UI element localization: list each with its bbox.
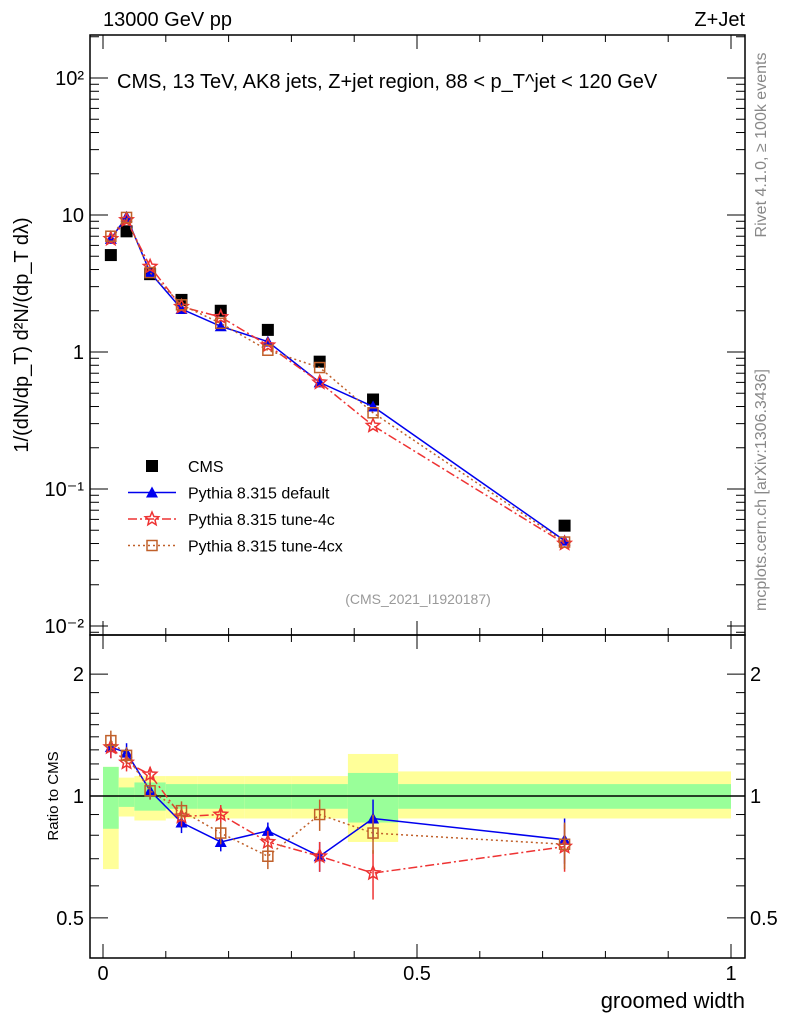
ratio-point-tune4cx [215,827,227,839]
main-point-tune4cx [120,211,133,224]
ratio-point-tune4c [311,847,329,864]
header-left: 13000 GeV pp [103,9,232,31]
main-point-tune4cx [105,230,117,242]
legend-marker-cms [146,460,158,472]
header-right: Z+Jet [694,9,745,31]
stat-uncertainty-band [118,787,135,807]
legend-label-tune4c: Pythia 8.315 tune-4c [188,512,335,529]
ratio-point-tune4cx [262,850,274,862]
ratio-point-tune4cx [120,749,133,762]
ratio-tick-label-right: 1 [750,786,761,808]
ratio-point-tune4cx [175,804,188,817]
main-point-tune4c [141,257,159,274]
main-point-tune4c [364,416,382,433]
ratio-tick-label-right: 2 [750,664,761,686]
plot-title: CMS, 13 TeV, AK8 jets, Z+jet region, 88 … [117,71,658,93]
x-tick-label: 0.5 [403,963,431,985]
legend-label-cms: CMS [188,459,224,476]
legend-marker-tune4c [143,510,161,527]
main-point-cms [313,355,326,368]
ratio-point-tune4c [141,765,159,782]
main-point-default [120,210,133,222]
main-point-tune4cx [144,266,156,279]
main-point-tune4c [212,308,230,325]
legend-marker-tune4cx [146,539,158,552]
x-tick-label: 1 [725,963,736,985]
main-y-axis-label: 1/(dN/dp_T) d²N/(dp_T dλ) [11,217,33,452]
y-tick-label: 1 [73,342,84,364]
main-line-default [110,215,566,542]
rivet-version-label: Rivet 4.1.0, ≥ 100k events [753,53,770,238]
main-point-tune4cx [313,361,326,374]
main-line-tune4c [110,218,565,545]
y-tick-label: 10⁻¹ [45,479,85,501]
analysis-id: (CMS_2021_I1920187) [345,591,491,607]
ratio-point-tune4cx [105,734,117,747]
main-point-default [558,534,571,546]
y-tick-label: 10 [62,205,84,227]
ratio-point-tune4c [364,864,382,881]
ratio-tick-label-left: 0.5 [56,908,84,930]
x-axis-label: groomed width [601,988,745,1013]
main-point-default [144,266,157,278]
main-point-default [261,335,274,347]
x-tick-label: 0 [97,963,108,985]
ratio-point-tune4cx [558,838,571,851]
main-point-cms [367,393,380,406]
main-point-cms [120,225,133,238]
y-tick-label: 10² [55,68,84,90]
main-point-tune4cx [558,536,571,548]
main-point-cms [104,249,117,262]
legend-marker-default [146,486,158,498]
legend-label-default: Pythia 8.315 default [188,486,330,503]
y-tick-label: 10⁻² [45,616,85,638]
ratio-y-axis-label: Ratio to CMS [45,751,62,840]
ratio-point-tune4c [212,805,230,822]
main-point-tune4cx [215,317,227,330]
mcplots-label: mcplots.cern.ch [arXiv:1306.3436] [753,369,770,611]
ratio-point-tune4cx [144,785,156,797]
main-point-cms [261,323,274,336]
main-point-tune4cx [367,407,379,419]
main-point-default [367,400,380,412]
legend: CMS Pythia 8.315 default Pythia 8.315 tune… [128,459,343,556]
ratio-point-tune4cx [367,827,379,839]
main-point-tune4c [311,373,329,390]
main-point-tune4c [259,336,277,353]
legend-label-tune4cx: Pythia 8.315 tune-4cx [188,539,343,556]
ratio-tick-label-right: 0.5 [750,908,778,930]
main-point-tune4cx [262,344,274,356]
ratio-tick-label-left: 1 [73,786,84,808]
ratio-point-default [261,824,274,836]
main-point-tune4cx [175,299,188,311]
ratio-point-tune4cx [313,808,326,821]
ratio-tick-label-left: 2 [73,664,84,686]
main-point-cms [558,519,571,532]
stat-uncertainty-band [103,766,119,829]
